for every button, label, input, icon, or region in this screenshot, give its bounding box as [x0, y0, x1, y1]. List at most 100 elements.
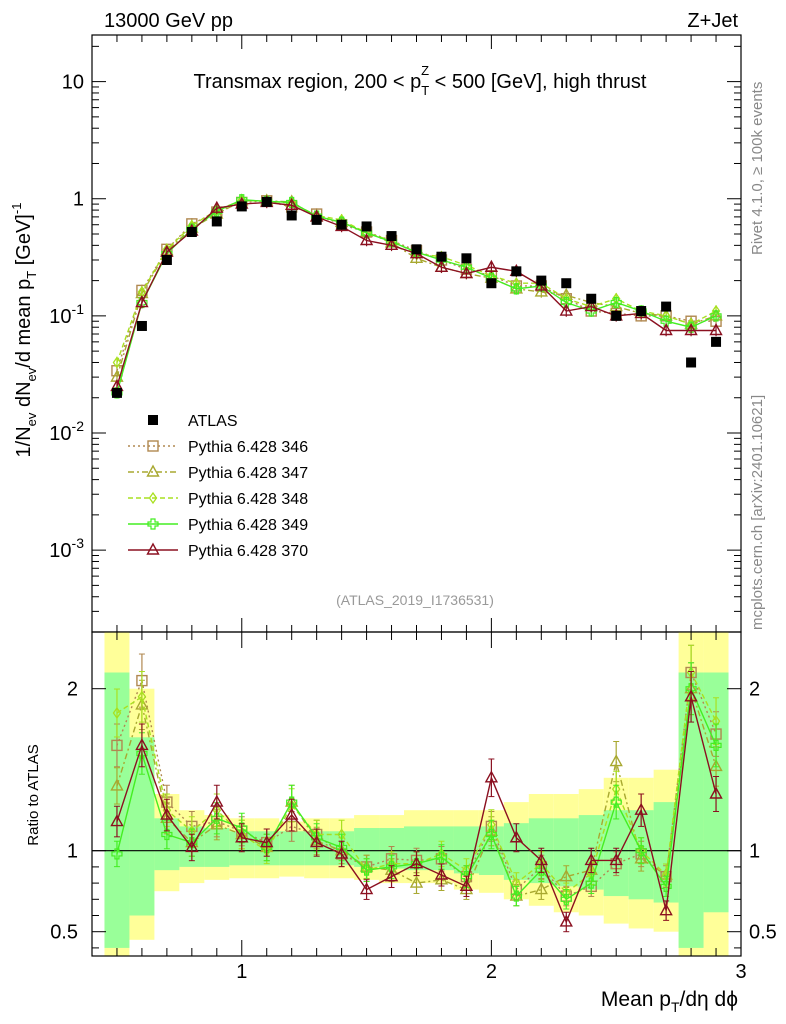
atlas-point [211, 216, 222, 227]
atlas-point [336, 219, 347, 230]
ratio-series-point [660, 880, 672, 892]
ratio-series-point [211, 812, 223, 824]
legend-label: Pythia 6.428 370 [188, 543, 308, 560]
legend-label: Pythia 6.428 348 [188, 491, 308, 508]
ratio-series-point [434, 867, 449, 880]
ratio-series-point [510, 890, 522, 902]
main-series-point [710, 310, 722, 322]
ratio-series-point [459, 878, 474, 892]
ratio-series-point [336, 841, 348, 854]
atlas-point [311, 214, 322, 225]
ratio-series-point [534, 852, 548, 866]
main-series-point [434, 259, 449, 272]
ratio-series-point [309, 835, 324, 848]
ratio-series-point [136, 747, 148, 760]
ratio-y-axis-label: Ratio to ATLAS [25, 744, 42, 845]
atlas-point [711, 336, 722, 347]
atlas-point [186, 227, 197, 238]
main-series-point [610, 296, 622, 309]
ratio-series-point [485, 828, 497, 841]
ratio-series-point [684, 689, 698, 702]
legend-marker-p349 [147, 518, 159, 530]
ratio-series-point [110, 778, 124, 791]
atlas-point [111, 387, 122, 398]
legend-label: ATLAS [188, 413, 238, 430]
main-series-p347 [110, 193, 723, 383]
ratio-series-point [635, 845, 647, 857]
main-series-point [534, 284, 548, 297]
ratio-x-tick-label: 2 [486, 961, 497, 983]
ratio-series-point [260, 835, 274, 848]
main-y-tick-label: 10-2 [49, 418, 84, 445]
header-left: 13000 GeV pp [104, 10, 233, 32]
atlas-point [411, 244, 422, 255]
ratio-series-point [659, 903, 673, 916]
atlas-point [686, 357, 697, 368]
ratio-series-point [509, 830, 524, 843]
ratio-series-point [609, 754, 623, 767]
ratio-series-point [112, 706, 122, 720]
atlas-point [236, 201, 247, 212]
ratio-series-point [385, 861, 398, 873]
atlas-point [561, 278, 572, 289]
ratio-series-point [137, 690, 147, 703]
x-axis-label: Mean pT/dη dϕ [601, 988, 738, 1015]
title-sup-z: Z [421, 63, 429, 78]
main-series-point [585, 305, 597, 317]
main-series-point [560, 296, 572, 309]
ratio-series-point [709, 786, 723, 799]
main-series-point [384, 237, 399, 251]
legend-marker-atlas [148, 415, 158, 425]
atlas-point [486, 278, 497, 289]
header-right: Z+Jet [687, 10, 738, 32]
main-series-point [359, 233, 374, 246]
ratio-series-point [210, 794, 224, 807]
side-rivet-text: Rivet 4.1.0, ≥ 100k events [749, 82, 766, 255]
ratio-series-point [484, 770, 499, 783]
ratio-series-point [161, 828, 173, 841]
ratio-y-tick-label-right: 2 [749, 679, 760, 701]
main-y-tick-label: 10-3 [49, 535, 84, 562]
ratio-series-point [709, 759, 723, 772]
legend-marker-p346 [147, 440, 159, 452]
main-series-point [112, 356, 122, 369]
title-part-1: Transmax region, 200 < p [194, 71, 422, 93]
ratio-series-point [235, 830, 249, 843]
ratio-series-point [560, 893, 572, 905]
main-series-line [116, 199, 717, 363]
ratio-series-point [236, 822, 248, 834]
ratio-series-point [610, 796, 622, 808]
ratio-y-tick-label: 1 [67, 841, 78, 863]
main-series-point [660, 315, 672, 327]
atlas-point [161, 254, 172, 265]
atlas-point [611, 310, 622, 321]
ratio-series-point [160, 807, 174, 820]
main-y-tick-label: 10-1 [49, 301, 84, 328]
ratio-series-point [285, 807, 299, 820]
main-y-tick-label: 1 [73, 189, 84, 211]
main-series-atlas [111, 196, 722, 398]
legend: ATLAS Pythia 6.428 346 Pythia 6.428 347 Pyt… [128, 413, 308, 560]
atlas-point [461, 253, 472, 264]
ratio-series-point [584, 852, 598, 866]
main-series-point [559, 303, 573, 316]
ratio-series-point [559, 914, 573, 927]
ratio-series-point [559, 869, 573, 882]
legend-label: Pythia 6.428 346 [188, 439, 308, 456]
main-y-tick-label: 10 [62, 72, 84, 94]
main-series-line [116, 201, 717, 387]
legend-marker-p347 [146, 464, 160, 477]
ratio-y-tick-label: 0.5 [50, 922, 78, 944]
ratio-series-point [585, 877, 597, 889]
ratio-series-point [286, 796, 298, 808]
atlas-point [361, 221, 372, 232]
ratio-series-point [111, 739, 123, 752]
ratio-series-point [409, 875, 424, 888]
atlas-point [436, 251, 447, 262]
main-series-point [210, 200, 224, 213]
ratio-series-point [110, 814, 124, 827]
main-series-p349 [111, 194, 722, 399]
title-part-2: < 500 [GeV], high thrust [429, 71, 647, 93]
main-series-point [659, 323, 673, 336]
atlas-point [136, 320, 147, 331]
